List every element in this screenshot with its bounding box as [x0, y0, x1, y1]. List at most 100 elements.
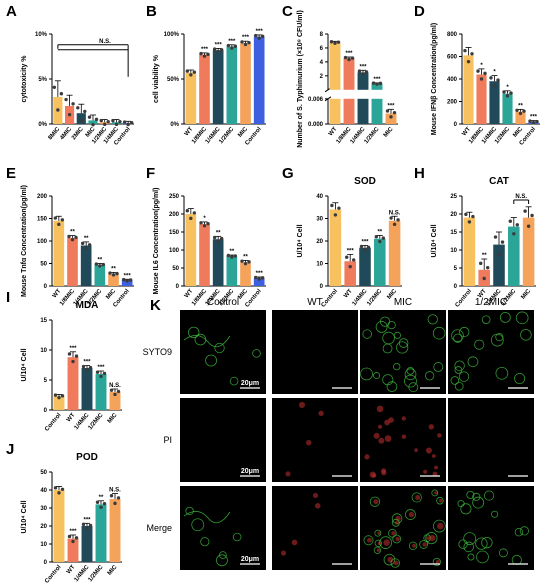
y-tick-label: 10% [35, 32, 48, 38]
bar-d-1-point-2 [483, 71, 487, 76]
panel-f: F Mouse IL6 Concentration(pg/ml) 0 50 100 150… [146, 165, 266, 309]
stained-cell [425, 447, 432, 454]
stained-cell [491, 510, 499, 518]
significance-label: *** [69, 346, 77, 352]
bar-c-1-point-0 [343, 55, 348, 60]
significance-label: ** [70, 230, 75, 236]
significance-label: *** [256, 29, 264, 35]
bar-a-0-point-2 [59, 92, 64, 96]
bar-e-1-point-2 [74, 235, 78, 240]
bar-h-2-point-0 [493, 235, 498, 239]
micrograph-image [272, 310, 358, 394]
bar-b-5 [253, 36, 265, 125]
stained-cell [377, 424, 383, 429]
stained-cell [395, 515, 401, 522]
y-tick-label: 0% [170, 122, 179, 128]
x-tick-label: MIC [105, 288, 117, 301]
stained-cell [386, 381, 398, 392]
stained-cell [454, 360, 465, 371]
y-axis-label: Number of S. Typhimurium (×10⁸ CFU/ml) [297, 10, 304, 148]
bar-a-3-point-0 [87, 115, 92, 119]
significance-label: *** [97, 365, 105, 371]
bar-g-0-point-0 [330, 203, 334, 208]
significance-label: *** [373, 77, 381, 83]
stained-cell [463, 532, 477, 545]
stained-cell [466, 490, 475, 499]
bar-g-4-point-0 [389, 216, 393, 220]
bar-d-4-point-1 [518, 111, 523, 116]
bar-c-4-point-2 [392, 110, 397, 115]
bar-j-2-point-2 [88, 523, 93, 528]
micrograph-image [272, 398, 358, 482]
significance-label: *** [228, 39, 236, 45]
scale-bar-label: 20μm [241, 380, 259, 387]
bar-c-3-upper [371, 83, 383, 90]
stained-cell [383, 553, 396, 566]
stained-cell [499, 311, 511, 323]
bar-j-0 [53, 490, 65, 562]
stained-cell [436, 496, 444, 505]
bar-b-5-point-2 [260, 34, 265, 39]
bar-d-0-point-0 [463, 48, 467, 53]
bar-h-1-point-1 [482, 276, 486, 281]
bar-e-3-point-0 [94, 262, 99, 266]
micrograph-merge-1-2mic [448, 486, 534, 570]
y-tick-label: 0.000 [308, 122, 324, 128]
bar-f-5-point-0 [253, 275, 258, 280]
bar-h-4-point-1 [526, 224, 531, 228]
bar-d-0-point-1 [466, 59, 471, 64]
bar-h-3 [508, 226, 520, 286]
bar-j-3-point-1 [99, 505, 103, 509]
bar-g-4 [388, 220, 401, 286]
x-tick-label: 1/2MIC [88, 412, 105, 431]
stained-cell [383, 539, 390, 546]
bar-a-1-point-1 [67, 112, 72, 117]
bar-d-3-point-0 [502, 90, 506, 94]
stained-cell [498, 548, 508, 558]
bar-b-4 [240, 43, 251, 124]
stained-cell [425, 532, 438, 545]
stained-cell [314, 503, 321, 509]
stained-cell [432, 557, 441, 567]
stained-cell [406, 366, 415, 375]
bar-h-1-point-2 [486, 265, 490, 270]
bar-d-5-point-1 [531, 120, 536, 125]
bar-i-4 [109, 392, 121, 410]
micrograph-syto9-wt [272, 310, 358, 394]
significance-label: * [493, 70, 496, 76]
bar-b-2 [212, 50, 224, 125]
micrograph-syto9-control: 20μm [180, 310, 266, 394]
significance-label: *** [256, 271, 264, 277]
stained-cell [404, 374, 417, 388]
stained-cell [373, 546, 382, 554]
stained-cell [205, 354, 218, 367]
y-tick-label: 100 [37, 239, 48, 245]
bar-c-2-upper [357, 72, 369, 90]
bar-a-6-point-1 [126, 122, 130, 127]
bar-b-2-point-2 [219, 48, 224, 52]
y-axis-label: Mouse Tnfα Concentration(pg/ml) [21, 185, 28, 297]
y-tick-label: 5 [44, 378, 48, 384]
y-tick-label: 150 [169, 230, 180, 236]
stained-cell [432, 519, 446, 533]
significance-label: *** [124, 273, 132, 279]
bar-a-6-point-2 [129, 121, 134, 125]
significance-label: *** [69, 529, 77, 535]
y-tick-label: 0 [44, 560, 48, 566]
stained-cell [439, 498, 443, 503]
y-tick-label: 0 [44, 408, 48, 414]
stained-cell [393, 362, 401, 371]
y-axis-label: U/10⁴ Cell [21, 500, 28, 533]
significance-label: *** [347, 249, 355, 255]
x-tick-label: 1/2MIC [364, 126, 381, 145]
bar-e-4-point-0 [108, 271, 112, 275]
bar-d-2 [489, 81, 500, 124]
bar-e-3-point-2 [101, 262, 106, 267]
stained-cell [467, 356, 479, 368]
micrograph-merge-mic [360, 486, 446, 570]
bar-c-0-point-2 [336, 40, 341, 44]
bar-j-0-point-0 [53, 486, 58, 490]
bar-i-1 [67, 357, 79, 410]
x-tick-label: WT [461, 126, 472, 137]
stained-cell [374, 529, 382, 537]
